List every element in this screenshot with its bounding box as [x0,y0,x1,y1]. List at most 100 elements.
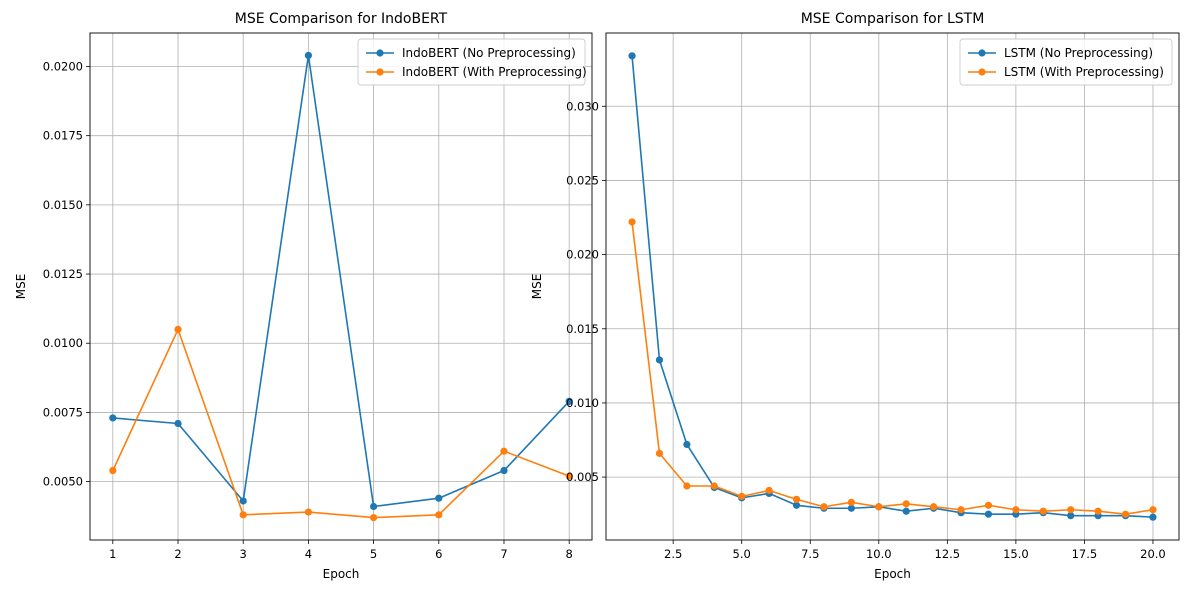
data-point [820,503,828,511]
x-axis-label: Epoch [874,567,911,581]
legend: LSTM (No Preprocessing) LSTM (With Prepro… [959,38,1173,86]
data-point [765,486,773,495]
data-point [628,52,636,60]
data-point [738,492,746,500]
legend-box [357,38,586,86]
series-line-with-preprocessing [631,221,1154,515]
legend-label: IndoBERT (With Preprocessing) [402,65,587,79]
legend-label: LSTM (With Preprocessing) [1004,65,1164,79]
data-point [369,502,378,511]
axes-frame [89,32,593,541]
data-point [174,419,182,428]
legend-box [959,38,1173,86]
data-point [109,466,117,475]
x-axis-label: Epoch [323,567,360,581]
data-point [1067,506,1075,514]
chart-lstm: 2.5 5.0 7.5 10.0 12.5 15.0 17.5 20.0 0.005 0.010 0… [530,11,1180,581]
data-point [847,498,855,506]
data-point [1012,506,1020,514]
legend: IndoBERT (No Preprocessing) IndoBERT (Wit… [357,38,587,86]
data-point [957,506,965,514]
data-point [1067,512,1075,520]
x-tick-label: 10.0 [866,547,892,561]
data-point [304,51,313,60]
y-axis-label: MSE [14,274,28,300]
legend-marker [978,49,986,57]
data-point [930,503,938,511]
y-tick-label: 0.0075 [43,405,83,419]
data-point [683,482,691,490]
data-point [683,440,691,449]
x-tick-label: 20.0 [1140,547,1166,561]
data-point [109,414,117,422]
y-tick-label: 0.005 [566,470,599,484]
x-tick-label: 6 [435,547,442,561]
data-point [500,466,508,475]
y-tick-label: 0.030 [566,99,599,113]
data-point [239,511,247,519]
x-tick-label: 2 [174,547,181,561]
data-point [369,513,378,522]
chart-title: MSE Comparison for IndoBERT [235,11,448,27]
x-tick-label: 4 [305,547,312,561]
y-axis-label: MSE [530,274,544,300]
data-point [500,447,508,455]
y-tick-label: 0.010 [566,396,599,410]
data-point [435,511,443,519]
y-tick-label: 0.0100 [43,336,83,350]
x-tick-label: 5 [370,547,377,561]
y-tick-label: 0.020 [566,248,599,262]
legend-marker [376,49,384,57]
data-point [847,504,855,512]
x-tick-label: 7 [500,547,507,561]
data-point [1121,510,1130,518]
data-point [710,482,718,490]
y-tick-label: 0.015 [566,322,599,336]
data-point [792,501,801,509]
data-point [1149,506,1157,514]
data-point [565,397,573,405]
x-tick-label: 5.0 [733,547,751,561]
chart-title: MSE Comparison for LSTM [801,11,985,27]
data-point [984,501,993,509]
axes-frame [605,32,1180,541]
data-point [655,449,664,457]
legend-marker [978,68,986,76]
series-line-with-preprocessing [112,328,570,519]
x-tick-label: 2.5 [664,547,682,561]
data-point [792,495,801,503]
y-tick-label: 0.0150 [43,198,83,212]
data-point [875,503,883,511]
data-point [655,356,664,364]
data-point [435,494,443,502]
y-tick-label: 0.0200 [43,59,83,73]
data-point [902,500,910,508]
data-point [1094,507,1102,515]
x-tick-label: 17.5 [1072,547,1098,561]
x-tick-label: 1 [109,547,116,561]
chart-indobert: 1 2 3 4 5 6 7 8 0.0050 0.0075 0.0100 0.0125 0.0150 0.… [14,11,593,581]
legend-label: IndoBERT (No Preprocessing) [402,46,576,60]
x-tick-label: 15.0 [1003,547,1029,561]
y-tick-label: 0.0125 [43,267,83,281]
x-tick-label: 3 [240,547,247,561]
data-point [239,497,247,505]
data-point [984,510,993,518]
legend-label: LSTM (No Preprocessing) [1004,46,1153,60]
data-point [565,472,573,480]
data-point [304,508,313,516]
data-point [628,218,636,226]
y-tick-label: 0.025 [566,173,599,187]
x-tick-label: 8 [566,547,573,561]
y-tick-label: 0.0050 [43,475,83,489]
data-point [174,325,182,333]
legend-marker [376,68,384,76]
x-tick-label: 7.5 [801,547,819,561]
series-line-no-preprocessing [112,54,570,508]
y-tick-label: 0.0175 [43,129,83,143]
data-point [902,507,910,515]
x-tick-label: 12.5 [935,547,961,561]
data-point [1149,513,1157,521]
data-point [1039,507,1047,515]
